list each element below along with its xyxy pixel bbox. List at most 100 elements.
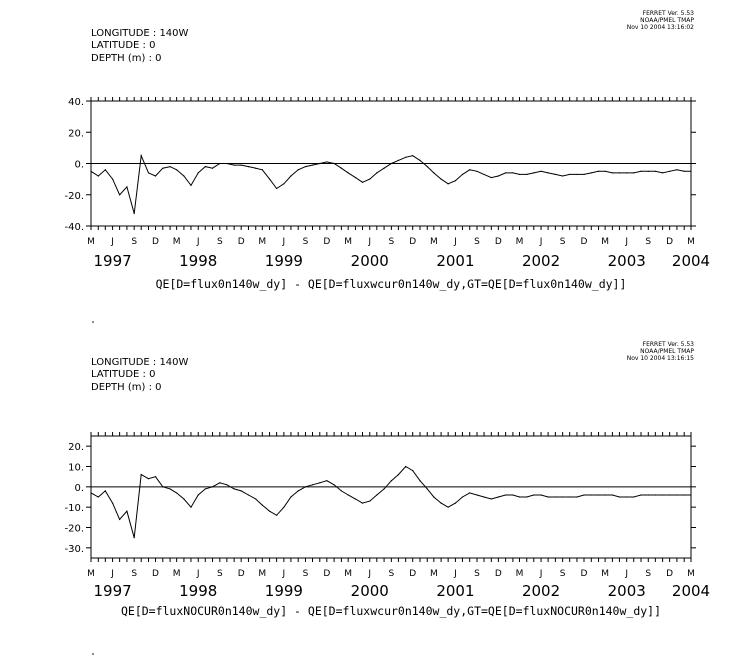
data-point <box>433 496 435 498</box>
x-month-label: M <box>344 237 352 247</box>
x-month-label: D <box>238 237 245 247</box>
data-point <box>233 164 235 166</box>
data-point <box>376 172 378 174</box>
data-point <box>319 482 321 484</box>
data-point <box>261 169 263 171</box>
data-point <box>255 167 257 169</box>
data-point <box>247 166 250 168</box>
data-point <box>176 169 178 171</box>
x-month-label: M <box>601 237 609 247</box>
y-tick-label: -10. <box>64 503 84 514</box>
data-point <box>133 537 135 539</box>
data-point <box>369 178 371 180</box>
data-point <box>255 498 257 500</box>
x-year-label: 2003 <box>608 252 646 270</box>
data-point <box>662 494 664 496</box>
data-point <box>426 166 428 168</box>
data-point <box>676 169 678 171</box>
data-point <box>419 159 421 161</box>
plots-layer: -40. -20. 0. 20. 40. M J S D M J S D M J S D M J S D M J S D M J S D… <box>64 97 710 600</box>
data-point <box>126 510 128 512</box>
data-point <box>497 175 499 177</box>
x-month-label: J <box>624 569 628 579</box>
data-point <box>169 166 171 168</box>
data-point <box>119 194 121 196</box>
data-point <box>240 490 242 492</box>
data-point <box>440 178 442 180</box>
x-year-label: 1999 <box>265 252 303 270</box>
data-point <box>690 170 692 172</box>
data-point <box>190 184 192 186</box>
data-point <box>226 484 228 486</box>
data-point <box>469 492 471 494</box>
data-point <box>133 212 135 215</box>
data-point <box>461 496 464 498</box>
panel1-x-title: QE[D=flux0n140w_dy] - QE[D=fluxwcur0n140… <box>156 277 627 291</box>
data-point <box>676 494 678 496</box>
x-month-label: J <box>282 237 286 247</box>
data-point <box>590 494 592 496</box>
data-point <box>647 170 649 172</box>
data-point <box>412 155 414 157</box>
data-point <box>569 496 571 498</box>
data-point <box>562 496 564 498</box>
data-point <box>304 486 307 488</box>
data-point <box>297 490 299 492</box>
data-point <box>412 469 414 472</box>
data-point <box>140 474 142 476</box>
series-line <box>90 465 691 538</box>
x-month-label: D <box>666 569 673 579</box>
y-tick-label: 0. <box>74 483 84 494</box>
x-month-label: D <box>323 237 330 247</box>
data-point <box>268 178 271 180</box>
x-month-label: S <box>217 569 223 579</box>
data-point <box>311 484 314 486</box>
data-point <box>176 492 178 494</box>
data-point <box>283 183 285 185</box>
x-month-label: D <box>152 569 159 579</box>
x-month-label: J <box>367 569 371 579</box>
x-month-label: S <box>217 237 223 247</box>
data-point <box>268 510 271 512</box>
data-point <box>540 170 542 172</box>
x-month-label: M <box>687 569 695 579</box>
data-point <box>440 502 442 504</box>
data-point <box>219 162 221 165</box>
data-point <box>583 494 585 496</box>
data-point <box>169 488 171 490</box>
panel1-stamp-version: FERRET Ver. 5.53 <box>643 10 695 17</box>
x-month-label: J <box>282 569 286 579</box>
data-point <box>669 494 671 496</box>
data-point <box>311 164 314 166</box>
y-tick-label: -30. <box>64 544 84 555</box>
data-point <box>140 155 142 157</box>
data-point <box>533 494 535 496</box>
data-point <box>111 502 114 504</box>
x-month-label: D <box>238 569 245 579</box>
data-point <box>233 488 235 490</box>
data-point <box>247 494 250 496</box>
x-year-label: 2000 <box>351 582 389 600</box>
x-year-label: 2002 <box>522 582 560 600</box>
y-tick-label: -20. <box>64 524 84 535</box>
x-month-label: S <box>131 237 137 247</box>
data-point <box>597 494 600 496</box>
data-point <box>162 167 164 169</box>
x-year-label: 1998 <box>179 582 217 600</box>
x-year-label: 1998 <box>179 252 217 270</box>
x-month-label: S <box>645 569 651 579</box>
x-month-label: J <box>539 237 543 247</box>
x-month-label: D <box>666 237 673 247</box>
data-point <box>490 176 492 179</box>
data-point <box>97 496 99 498</box>
data-point <box>640 494 642 496</box>
data-point <box>383 167 385 169</box>
data-point <box>304 166 307 168</box>
data-point <box>669 170 671 172</box>
data-point <box>576 173 578 176</box>
panel2-stamp-date: Nov 10 2004 13:16:15 <box>627 355 694 362</box>
data-point <box>604 494 606 496</box>
y-tick-label: 0. <box>74 160 84 171</box>
panel1-latitude: LATITUDE : 0 <box>91 40 155 51</box>
data-point <box>483 173 485 176</box>
